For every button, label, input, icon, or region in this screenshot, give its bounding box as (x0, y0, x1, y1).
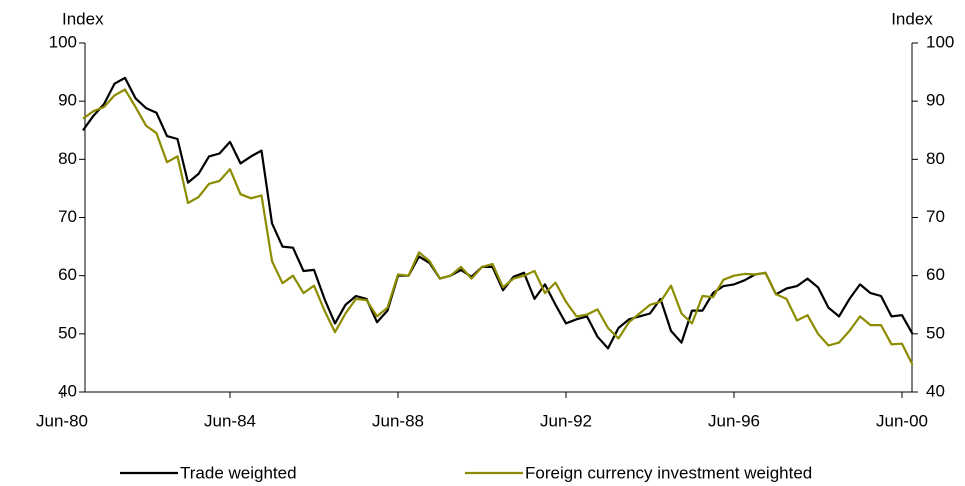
y-tick-label: 100 (49, 32, 77, 51)
y2-tick-label: 60 (926, 265, 945, 284)
x-tick-label: Jun-88 (372, 411, 424, 430)
y2-tick-label: 80 (926, 149, 945, 168)
y2-tick-label: 100 (926, 32, 954, 51)
y2-tick-label: 70 (926, 207, 945, 226)
series-line (82, 76, 914, 350)
y2-tick-label: 40 (926, 381, 945, 400)
y2-axis-label: Index (891, 9, 933, 28)
series-line (82, 88, 914, 366)
y-tick-label: 80 (58, 149, 77, 168)
x-tick-label: Jun-92 (540, 411, 592, 430)
y-tick-label: 50 (58, 323, 77, 342)
y2-tick-label: 90 (926, 91, 945, 110)
x-tick-label: Jun-00 (876, 411, 928, 430)
y2-tick-label: 50 (926, 323, 945, 342)
y-tick-label: 60 (58, 265, 77, 284)
legend-label: Foreign currency investment weighted (525, 463, 812, 482)
y-axis-label: Index (62, 9, 104, 28)
y-tick-label: 70 (58, 207, 77, 226)
legend-label: Trade weighted (180, 463, 297, 482)
x-tick-label: Jun-84 (204, 411, 256, 430)
x-tick-label: Jun-96 (708, 411, 760, 430)
y-tick-label: 40 (58, 381, 77, 400)
y-tick-label: 90 (58, 91, 77, 110)
x-tick-label: Jun-80 (36, 411, 88, 430)
